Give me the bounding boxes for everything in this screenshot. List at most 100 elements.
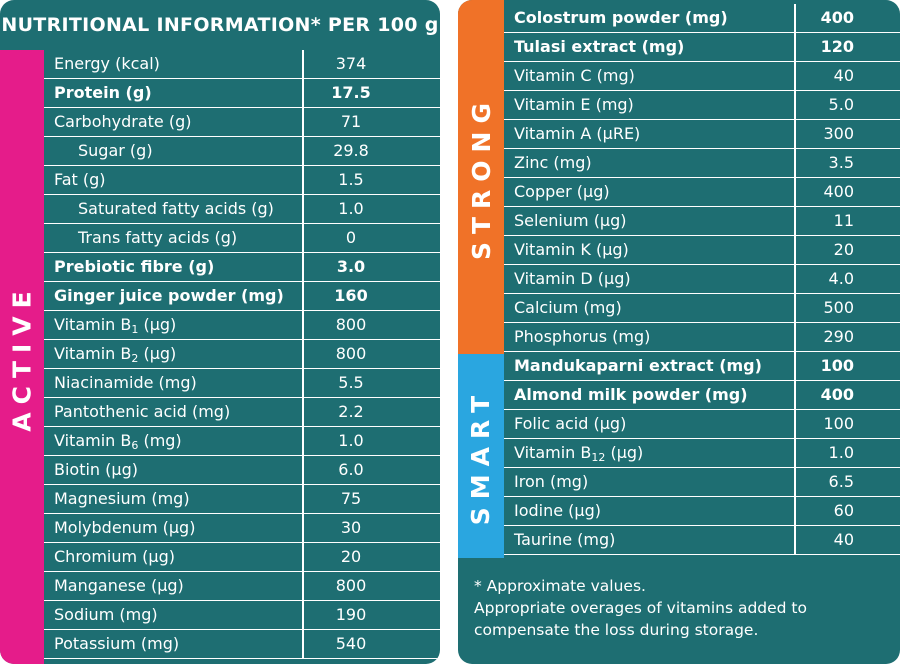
left-nutrition-panel: NUTRITIONAL INFORMATION* PER 100 g ACTIV…: [0, 0, 440, 664]
table-row: Prebiotic fibre (g) 3.0: [44, 253, 440, 282]
table-row: Tulasi extract (mg) 120: [504, 33, 900, 62]
nutrient-value: 17.5: [331, 83, 371, 102]
left-nutrition-table: Energy (kcal) 374 Protein (g) 17.5 Carbohydr…: [44, 50, 440, 659]
footnote: * Approximate values. Appropriate overag…: [474, 575, 884, 641]
nutrient-value: 71: [340, 112, 362, 131]
nutrient-name: Vitamin B6 (mg): [54, 431, 182, 452]
nutrient-value: 40: [833, 530, 854, 549]
nutrient-value: 300: [823, 124, 854, 143]
smart-band-label: SMART: [466, 387, 496, 525]
table-row: Vitamin K (μg) 20: [504, 236, 900, 265]
table-row: Iodine (μg) 60: [504, 497, 900, 526]
nutrient-name: Taurine (mg): [514, 530, 616, 549]
table-row: Zinc (mg) 3.5: [504, 149, 900, 178]
nutrient-name: Selenium (μg): [514, 211, 627, 230]
nutrient-value: 500: [823, 298, 854, 317]
table-row: Vitamin B6 (mg) 1.0: [44, 427, 440, 456]
nutrient-value: 6.5: [828, 472, 854, 491]
table-row: Selenium (μg) 11: [504, 207, 900, 236]
nutrient-name: Saturated fatty acids (g): [78, 199, 274, 218]
table-row: Taurine (mg) 40: [504, 526, 900, 555]
table-row: Carbohydrate (g) 71: [44, 108, 440, 137]
nutrient-name: Vitamin E (mg): [514, 95, 634, 114]
nutrient-value: 20: [833, 240, 854, 259]
nutrient-value: 2.2: [338, 402, 364, 421]
nutrient-value: 3.0: [336, 257, 366, 276]
nutrient-value: 75: [340, 489, 362, 508]
table-row: Biotin (μg) 6.0: [44, 456, 440, 485]
table-row: Vitamin E (mg) 5.0: [504, 91, 900, 120]
table-row: Magnesium (mg) 75: [44, 485, 440, 514]
nutrient-value: 800: [335, 344, 367, 363]
nutrient-value: 5.5: [338, 373, 364, 392]
nutrient-name: Vitamin D (μg): [514, 269, 631, 288]
nutrient-value: 20: [340, 547, 362, 566]
table-row: Vitamin C (mg) 40: [504, 62, 900, 91]
nutrient-name: Vitamin B2 (μg): [54, 344, 177, 365]
nutrient-value: 374: [335, 54, 367, 73]
table-row: Molybdenum (μg) 30: [44, 514, 440, 543]
nutrient-name: Almond milk powder (mg): [514, 385, 748, 404]
nutrient-name: Copper (μg): [514, 182, 610, 201]
table-row: Sugar (g) 29.8: [44, 137, 440, 166]
table-row: Sodium (mg) 190: [44, 601, 440, 630]
table-row: Iron (mg) 6.5: [504, 468, 900, 497]
table-row: Manganese (μg) 800: [44, 572, 440, 601]
table-row: Trans fatty acids (g) 0: [44, 224, 440, 253]
nutrient-name: Mandukaparni extract (mg): [514, 356, 762, 375]
nutrient-value: 1.0: [338, 431, 364, 450]
table-row: Ginger juice powder (mg) 160: [44, 282, 440, 311]
nutrient-value: 800: [335, 315, 367, 334]
nutrient-name: Sugar (g): [78, 141, 153, 160]
nutrient-value: 4.0: [828, 269, 854, 288]
nutrient-name: Trans fatty acids (g): [78, 228, 238, 247]
nutrient-value: 29.8: [333, 141, 369, 160]
right-nutrition-panel: STRONG SMART Colostrum powder (mg) 400 Tul…: [458, 0, 900, 664]
nutrient-value: 400: [820, 385, 854, 404]
nutrient-value: 30: [340, 518, 362, 537]
nutrient-value: 290: [823, 327, 854, 346]
nutrient-value: 100: [823, 414, 854, 433]
nutrient-name: Sodium (mg): [54, 605, 158, 624]
nutrient-value: 5.0: [828, 95, 854, 114]
nutrient-name: Protein (g): [54, 83, 152, 102]
nutrient-value: 120: [820, 37, 854, 56]
nutrient-value: 1.0: [828, 443, 854, 462]
strong-band-label: STRONG: [466, 94, 496, 260]
nutrient-value: 60: [833, 501, 854, 520]
nutrient-name: Pantothenic acid (mg): [54, 402, 231, 421]
nutrient-value: 6.0: [338, 460, 364, 479]
nutrient-value: 11: [833, 211, 854, 230]
table-row: Fat (g) 1.5: [44, 166, 440, 195]
table-row: Saturated fatty acids (g) 1.0: [44, 195, 440, 224]
nutrient-name: Ginger juice powder (mg): [54, 286, 284, 305]
nutrient-name: Energy (kcal): [54, 54, 160, 73]
nutrient-value: 160: [334, 286, 368, 305]
nutrient-value: 3.5: [828, 153, 854, 172]
nutrient-value: 40: [833, 66, 854, 85]
nutrient-value: 400: [823, 182, 854, 201]
active-band-label: ACTIVE: [7, 282, 37, 432]
nutrient-name: Vitamin K (μg): [514, 240, 629, 259]
table-row: Niacinamide (mg) 5.5: [44, 369, 440, 398]
table-row: Pantothenic acid (mg) 2.2: [44, 398, 440, 427]
nutrient-name: Manganese (μg): [54, 576, 184, 595]
nutrient-value: 800: [335, 576, 367, 595]
nutrient-value: 0: [345, 228, 357, 247]
smart-band: SMART: [458, 354, 504, 558]
nutrient-value: 400: [820, 8, 854, 27]
nutrient-name: Vitamin C (mg): [514, 66, 635, 85]
nutrient-name: Calcium (mg): [514, 298, 622, 317]
nutrient-name: Colostrum powder (mg): [514, 8, 728, 27]
footnote-line: * Approximate values.: [474, 577, 646, 595]
nutrient-name: Chromium (μg): [54, 547, 175, 566]
nutrient-name: Phosphorus (mg): [514, 327, 651, 346]
footnote-line: Appropriate overages of vitamins added t…: [474, 599, 807, 617]
nutrient-name: Folic acid (μg): [514, 414, 627, 433]
nutrient-name: Tulasi extract (mg): [514, 37, 685, 56]
nutrient-value: 540: [335, 634, 367, 653]
table-row: Energy (kcal) 374: [44, 50, 440, 79]
table-row: Mandukaparni extract (mg) 100: [504, 352, 900, 381]
table-title: NUTRITIONAL INFORMATION* PER 100 g: [1, 14, 439, 36]
right-nutrition-table: Colostrum powder (mg) 400 Tulasi extract (…: [504, 4, 900, 555]
